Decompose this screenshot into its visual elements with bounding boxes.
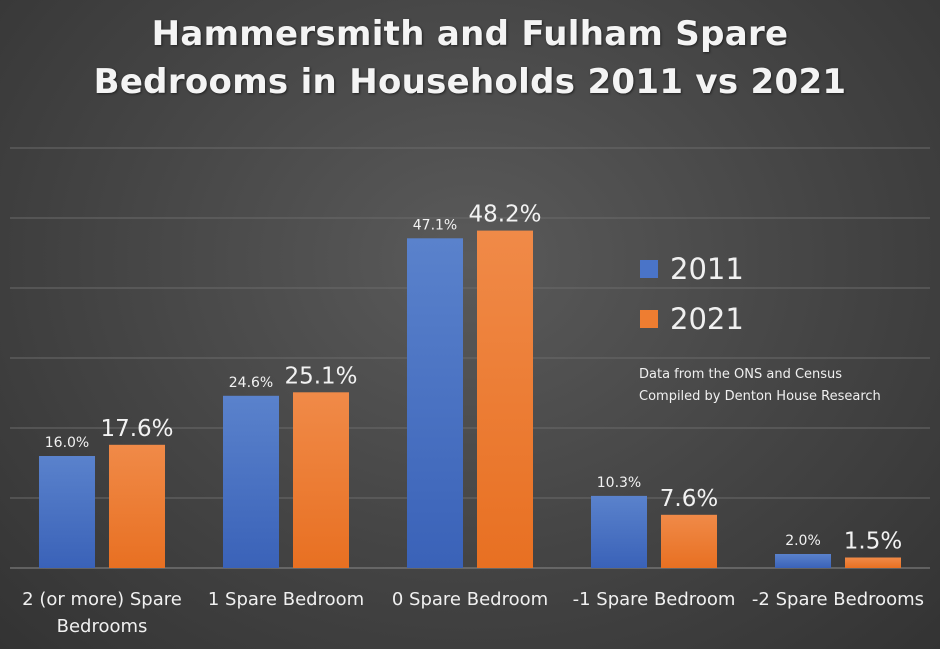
x-tick-label-0: 2 (or more) Spare	[22, 589, 182, 610]
legend-swatch-2021	[640, 310, 658, 328]
bar-2021-1	[293, 392, 349, 568]
data-label-2011-4: 2.0%	[785, 533, 821, 549]
x-tick-label-0: Bedrooms	[57, 616, 148, 637]
bar-2011-1	[223, 395, 279, 568]
data-label-2021-3: 7.6%	[660, 486, 718, 512]
chart-title-line-2: Bedrooms in Households 2011 vs 2021	[93, 62, 847, 102]
data-label-2011-3: 10.3%	[597, 475, 641, 491]
bar-2011-0	[39, 456, 95, 568]
x-tick-label-1: 1 Spare Bedroom	[208, 589, 364, 610]
bar-2021-0	[109, 444, 165, 568]
legend-item-2011: 2011	[640, 252, 744, 286]
x-tick-label-2: 0 Spare Bedroom	[392, 589, 548, 610]
data-label-2011-2: 47.1%	[413, 217, 457, 233]
legend-label-2021: 2021	[670, 302, 744, 336]
bars	[39, 230, 901, 569]
bar-2021-2	[477, 230, 533, 568]
source-note: Data from the ONS and Census	[639, 367, 843, 382]
bar-2021-3	[661, 514, 717, 568]
x-tick-label-3: -1 Spare Bedroom	[573, 589, 736, 610]
data-label-2021-4: 1.5%	[844, 529, 902, 555]
data-label-2021-1: 25.1%	[284, 363, 357, 389]
bar-2011-4	[775, 554, 831, 568]
bar-2011-3	[591, 495, 647, 568]
compiled-by-note: Compiled by Denton House Research	[639, 389, 881, 404]
x-tick-label-4: -2 Spare Bedrooms	[752, 589, 924, 610]
data-label-2021-0: 17.6%	[100, 416, 173, 442]
data-labels: 16.0% 17.6% 24.6% 25.1% 47.1% 48.2% 10.3% 7.6% 2…	[45, 202, 902, 555]
legend-label-2011: 2011	[670, 252, 744, 286]
data-label-2011-0: 16.0%	[45, 435, 89, 451]
data-label-2021-2: 48.2%	[468, 202, 541, 228]
data-label-2011-1: 24.6%	[229, 375, 273, 391]
legend-swatch-2011	[640, 260, 658, 278]
bar-2011-2	[407, 238, 463, 569]
chart-title-line-1: Hammersmith and Fulham Spare	[151, 14, 789, 54]
bar-2021-4	[845, 557, 901, 568]
legend-item-2021: 2021	[640, 302, 744, 336]
x-axis-labels: 2 (or more) Spare Bedrooms 1 Spare Bedroom…	[22, 589, 924, 637]
